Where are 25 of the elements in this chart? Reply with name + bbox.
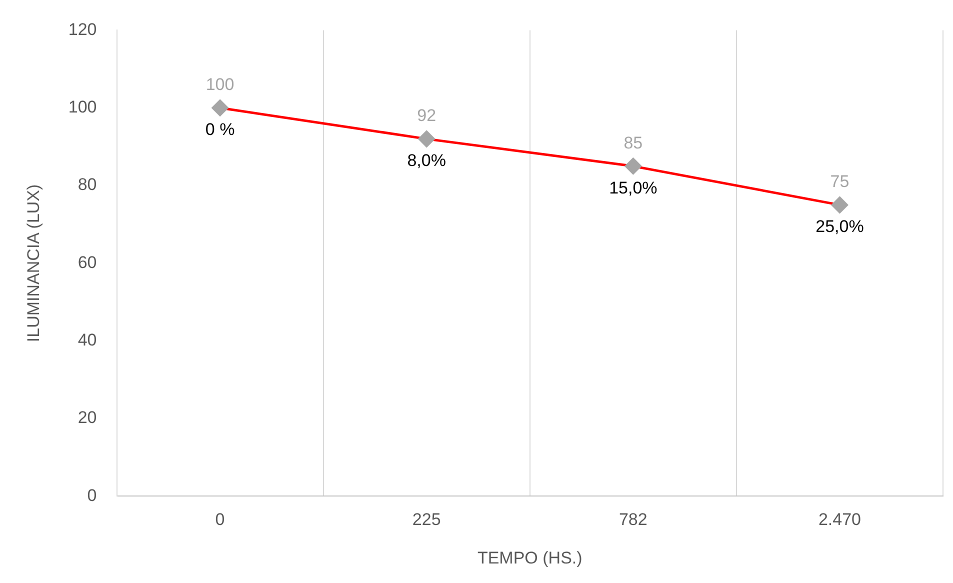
y-tick-label: 20	[78, 408, 97, 428]
y-tick-label: 60	[78, 252, 97, 272]
point	[624, 158, 642, 174]
point	[418, 130, 435, 148]
annotation: 15,0%	[609, 178, 658, 198]
annotation: 8,0%	[407, 151, 446, 170]
data-label: 75	[830, 172, 850, 192]
point	[212, 100, 228, 116]
y-tick-label: 0	[87, 486, 97, 505]
y-tick-label: 120	[68, 20, 97, 39]
data-label: 85	[624, 133, 643, 152]
x-tick-label: 0	[215, 510, 225, 530]
y-tick-label: 40	[78, 330, 97, 350]
y-tick-label: 80	[78, 175, 97, 194]
x-tick-label: 2.470	[818, 510, 861, 530]
y-axis-title: ILUMINANCIA (LUX)	[24, 184, 43, 342]
annotation: 0 %	[205, 120, 235, 140]
y-tick-label: 100	[68, 98, 97, 117]
x-axis-title: TEMPO (HS.)	[477, 548, 582, 568]
data-label: 92	[417, 106, 436, 126]
x-tick-label: 782	[618, 510, 648, 530]
x-tick-label: 225	[412, 510, 441, 530]
data-label: 100	[206, 75, 234, 94]
point	[831, 196, 848, 214]
annotation: 25,0%	[816, 217, 864, 236]
